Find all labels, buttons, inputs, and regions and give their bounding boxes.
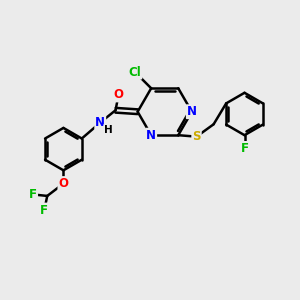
Text: F: F [40,204,48,217]
Text: O: O [113,88,124,101]
Text: O: O [58,177,68,190]
Text: H: H [104,125,113,135]
Text: N: N [187,105,197,118]
Text: F: F [241,142,248,155]
Text: N: N [146,129,156,142]
Text: Cl: Cl [129,66,141,79]
Text: F: F [29,188,37,201]
Text: N: N [95,116,105,129]
Text: S: S [192,130,201,143]
